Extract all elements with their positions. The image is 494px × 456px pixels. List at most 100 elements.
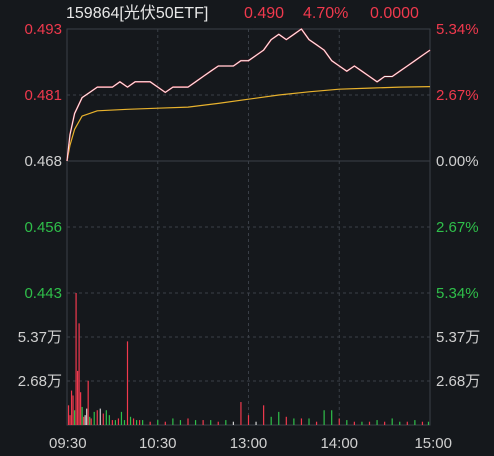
volume-bar	[270, 416, 272, 425]
header-change-pct: 4.70%	[303, 5, 348, 22]
volume-bar	[93, 411, 95, 425]
volume-bar	[72, 395, 74, 425]
volume-bar	[308, 418, 310, 425]
volume-bar	[142, 420, 144, 425]
header-title: 159864[光伏50ETF]	[66, 4, 208, 22]
volume-bar	[217, 421, 219, 425]
y-left-tick-label: 0.468	[24, 153, 62, 170]
y-left-tick-label: 0.443	[24, 285, 62, 302]
volume-bar	[210, 420, 212, 425]
volume-bar	[278, 411, 280, 425]
volume-bar	[338, 418, 340, 425]
volume-bar	[105, 410, 107, 425]
volume-bar	[67, 405, 70, 425]
volume-bar	[149, 421, 151, 425]
volume-bar	[114, 420, 116, 425]
x-tick-label: 09:30	[49, 435, 87, 452]
volume-left-label: 5.37万	[18, 329, 62, 346]
volume-bar	[90, 418, 92, 425]
volume-bar	[346, 420, 348, 425]
volume-bar	[69, 415, 71, 425]
volume-bar	[399, 421, 401, 425]
volume-bars	[67, 293, 430, 425]
volume-bar	[132, 418, 135, 425]
volume-bar	[414, 420, 416, 425]
header-volume: 0.0000	[370, 5, 419, 22]
volume-bar	[76, 370, 79, 425]
x-tick-label: 15:00	[414, 435, 452, 452]
axis-labels: 0.493 0.481 0.468 0.456 0.443 5.34% 2.67% 0.00%…	[18, 21, 480, 452]
y-right-tick-label: 2.67%	[436, 219, 479, 236]
volume-bar	[368, 421, 371, 425]
volume-bar	[86, 408, 88, 425]
volume-bar	[427, 421, 430, 425]
volume-bar	[391, 418, 393, 425]
volume-bar	[139, 420, 141, 425]
volume-bar	[194, 420, 197, 425]
price-lines	[66, 28, 431, 162]
volume-bar	[120, 411, 123, 425]
y-left-tick-label: 0.481	[24, 87, 62, 104]
volume-bar	[123, 420, 126, 425]
y-left-tick-label: 0.493	[24, 21, 62, 38]
volume-bar	[323, 410, 325, 425]
volume-bar	[247, 415, 250, 425]
volume-bar	[126, 341, 129, 425]
y-right-tick-label: 5.34%	[436, 21, 479, 38]
volume-bar	[361, 421, 363, 425]
volume-bar	[81, 406, 83, 425]
x-tick-label: 10:30	[139, 435, 177, 452]
volume-bar	[102, 413, 104, 425]
volume-bar	[300, 418, 303, 425]
volume-bar	[315, 421, 318, 425]
volume-bar	[84, 415, 86, 425]
x-tick-label: 13:00	[230, 435, 268, 452]
volume-bar	[117, 418, 120, 425]
volume-bar	[129, 416, 132, 425]
volume-right-label: 5.37万	[436, 329, 480, 346]
volume-bar	[70, 390, 73, 425]
volume-bar	[73, 410, 76, 425]
volume-bar	[353, 421, 355, 425]
volume-bar	[89, 416, 91, 425]
volume-left-label: 2.68万	[18, 373, 62, 390]
volume-bar	[376, 420, 378, 425]
volume-bar	[179, 420, 182, 425]
volume-bar	[384, 421, 386, 425]
volume-bar	[164, 421, 166, 425]
volume-bar	[75, 293, 77, 425]
volume-bar	[99, 408, 101, 425]
average-price-line	[66, 86, 431, 162]
volume-bar	[96, 410, 98, 425]
volume-bar	[83, 416, 85, 425]
volume-bar	[202, 420, 204, 425]
volume-bar	[225, 420, 227, 425]
x-tick-label: 14:00	[320, 435, 358, 452]
volume-bar	[87, 380, 89, 425]
volume-bar	[172, 418, 174, 425]
volume-bar	[293, 418, 295, 425]
volume-bar	[285, 416, 287, 425]
volume-bar	[263, 405, 265, 425]
volume-right-label: 2.68万	[436, 373, 480, 390]
volume-bar	[187, 418, 189, 425]
volume-bar	[78, 323, 80, 425]
y-right-tick-label: 2.67%	[436, 87, 479, 104]
volume-bar	[232, 421, 234, 425]
volume-bar	[406, 421, 408, 425]
price-line	[66, 28, 431, 162]
volume-bar	[421, 421, 424, 425]
volume-bar	[240, 402, 242, 425]
y-right-tick-label: 5.34%	[436, 285, 479, 302]
y-left-tick-label: 0.456	[24, 219, 62, 236]
volume-bar	[331, 410, 333, 425]
volume-bar	[108, 415, 110, 425]
volume-bar	[80, 392, 82, 425]
header-price: 0.490	[244, 5, 284, 22]
volume-bar	[255, 421, 257, 425]
volume-bar	[135, 420, 138, 425]
y-right-tick-label: 0.00%	[436, 153, 479, 170]
volume-bar	[111, 420, 113, 425]
